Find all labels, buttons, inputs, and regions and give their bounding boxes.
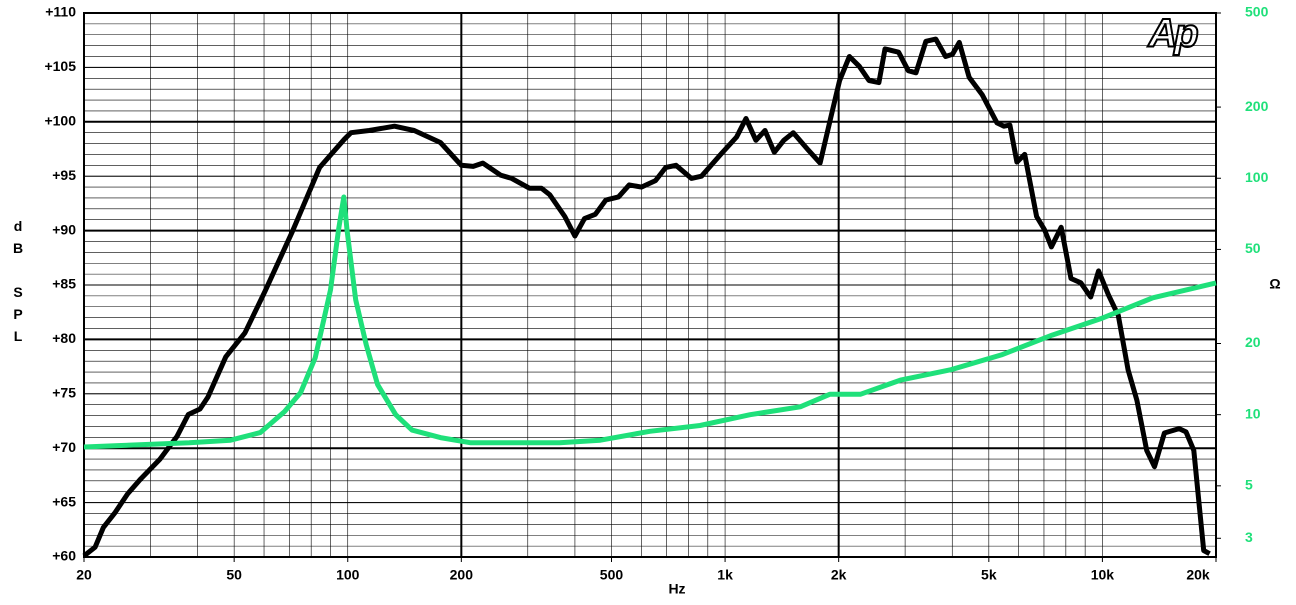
- x-tick-label: 20: [76, 567, 92, 583]
- y2-tick-label: 200: [1245, 98, 1269, 114]
- grid: [84, 12, 1216, 558]
- y2-tick-label: 10: [1245, 405, 1261, 421]
- y-tick-label: +85: [52, 276, 76, 292]
- y2-tick-label: 5: [1245, 477, 1253, 493]
- x-tick-label: 2k: [831, 567, 847, 583]
- y-tick-label: +60: [52, 548, 76, 564]
- series-line: [83, 194, 1217, 450]
- x-tick-label: 50: [226, 567, 242, 583]
- y2-tick-label: 20: [1245, 334, 1261, 350]
- x-tick-label: 200: [450, 567, 474, 583]
- y-tick-label: +65: [52, 493, 76, 509]
- x-tick-label: 100: [336, 567, 360, 583]
- y-tick-label: +75: [52, 385, 76, 401]
- x-tick-label: 500: [600, 567, 624, 583]
- y-tick-label: +110: [45, 4, 76, 20]
- y2-axis-label: Ω: [1269, 276, 1280, 292]
- x-tick-label: 10k: [1091, 567, 1115, 583]
- x-tick-label: 20k: [1186, 567, 1210, 583]
- x-tick-label: 1k: [717, 567, 733, 583]
- y-tick-label: +105: [44, 58, 76, 74]
- y-tick-label: +80: [52, 330, 76, 346]
- x-axis-label: Hz: [668, 581, 685, 597]
- series-line: [82, 36, 1211, 558]
- x-tick-label: 5k: [981, 567, 997, 583]
- y-tick-label: +100: [44, 113, 76, 129]
- y2-tick-label: 500: [1245, 4, 1269, 20]
- y2-tick-label: 100: [1245, 169, 1269, 185]
- y2-tick-label: 3: [1245, 529, 1253, 545]
- y2-tick-label: 50: [1245, 240, 1261, 256]
- y-axis-label: dB SPL: [10, 218, 26, 350]
- y-tick-label: +70: [52, 439, 76, 455]
- y-tick-label: +90: [52, 221, 76, 237]
- y-tick-label: +95: [52, 167, 76, 183]
- logo: Ap: [1147, 12, 1198, 56]
